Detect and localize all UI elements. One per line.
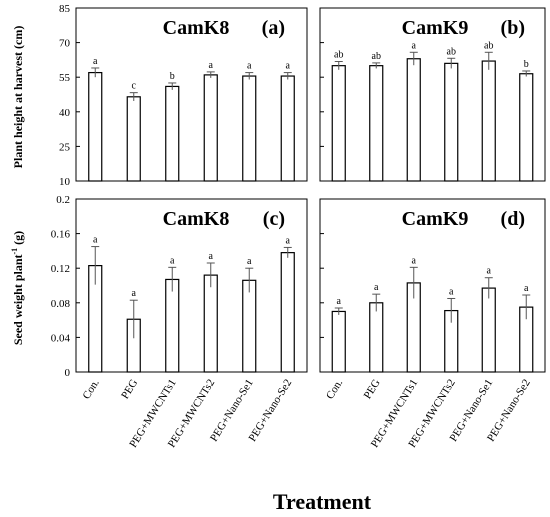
- plot-frame-a: [75, 7, 308, 182]
- y-tick-label-c: 0.12: [51, 263, 70, 275]
- significance-label-b-5: b: [524, 59, 529, 70]
- significance-label-a-4: a: [247, 61, 252, 72]
- significance-label-b-2: a: [412, 40, 417, 51]
- bar-a-3: [203, 74, 218, 182]
- panel-title-b: CamK9: [402, 17, 469, 39]
- significance-label-b-1: ab: [372, 51, 381, 62]
- panel-title-d: CamK9: [402, 208, 469, 230]
- panel-title-c: CamK8: [163, 208, 230, 230]
- bar-c-2: [165, 278, 180, 373]
- bar-b-4: [481, 60, 496, 182]
- bar-d-4: [481, 287, 496, 373]
- significance-label-b-0: ab: [334, 50, 343, 61]
- y-tick-label-a: 85: [59, 3, 71, 15]
- bar-a-4: [242, 75, 257, 182]
- bar-b-3: [444, 62, 459, 182]
- bar-b-2: [406, 58, 421, 182]
- significance-label-c-4: a: [247, 256, 252, 267]
- y-tick-label-c: 0.16: [51, 229, 71, 241]
- plot-frame-b: [319, 7, 546, 182]
- significance-label-c-2: a: [170, 255, 175, 266]
- plot-frame-c: [75, 198, 308, 373]
- significance-label-d-1: a: [374, 282, 379, 293]
- panel-title-a: CamK8: [163, 17, 230, 39]
- significance-label-c-5: a: [286, 235, 291, 246]
- y-tick-label-a: 10: [59, 176, 71, 188]
- bar-c-4: [242, 279, 257, 373]
- bar-a-5: [280, 75, 295, 182]
- bar-a-0: [88, 71, 103, 182]
- significance-label-b-4: ab: [484, 40, 493, 51]
- significance-label-d-4: a: [487, 266, 492, 277]
- significance-label-c-0: a: [93, 235, 98, 246]
- bar-d-0: [331, 310, 346, 373]
- significance-label-d-2: a: [412, 255, 417, 266]
- significance-label-a-3: a: [209, 60, 214, 71]
- bar-d-1: [369, 302, 384, 373]
- y-tick-label-c: 0.04: [51, 332, 71, 344]
- y-tick-label-a: 25: [59, 141, 71, 153]
- bar-a-1: [126, 96, 141, 182]
- x-tick-label-c-1: PEG: [119, 377, 140, 401]
- panel-tag-c: (c): [263, 208, 285, 230]
- significance-label-d-5: a: [524, 283, 529, 294]
- significance-label-c-3: a: [209, 251, 214, 262]
- significance-label-c-1: a: [132, 288, 137, 299]
- significance-label-a-1: c: [132, 81, 137, 92]
- significance-label-d-0: a: [337, 296, 342, 307]
- significance-label-a-0: a: [93, 56, 98, 67]
- plot-frame-d: [319, 198, 546, 373]
- y-tick-label-c: 0: [65, 367, 71, 379]
- y-tick-label-a: 40: [59, 107, 71, 119]
- panel-tag-b: (b): [501, 17, 525, 39]
- bar-b-5: [519, 73, 534, 182]
- y-tick-label-a: 70: [59, 38, 71, 50]
- bar-c-5: [280, 252, 295, 373]
- x-tick-label-c-5: PEG+Nano-Se2: [247, 377, 295, 444]
- x-axis-label: Treatment: [273, 489, 372, 514]
- significance-label-a-5: a: [286, 61, 291, 72]
- x-tick-label-c-0: Con.: [80, 377, 101, 401]
- significance-label-d-3: a: [449, 286, 454, 297]
- y-axis-label-seed-weight: Seed weight plant-1 (g): [10, 231, 25, 345]
- significance-label-a-2: b: [170, 71, 175, 82]
- y-tick-label-c: 0.08: [51, 298, 71, 310]
- y-axis-label-plant-height: Plant height at harvest (cm): [11, 26, 25, 169]
- bar-b-1: [369, 65, 384, 182]
- panel-tag-d: (d): [501, 208, 525, 230]
- panel-tag-a: (a): [262, 17, 285, 39]
- y-tick-label-a: 55: [59, 72, 71, 84]
- bar-c-3: [203, 274, 218, 373]
- significance-label-b-3: ab: [447, 46, 456, 57]
- x-tick-label-d-1: PEG: [362, 377, 383, 401]
- y-tick-label-c: 0.2: [56, 194, 70, 206]
- bar-a-2: [165, 85, 180, 182]
- bar-b-0: [331, 65, 346, 182]
- x-tick-label-d-0: Con.: [324, 377, 345, 401]
